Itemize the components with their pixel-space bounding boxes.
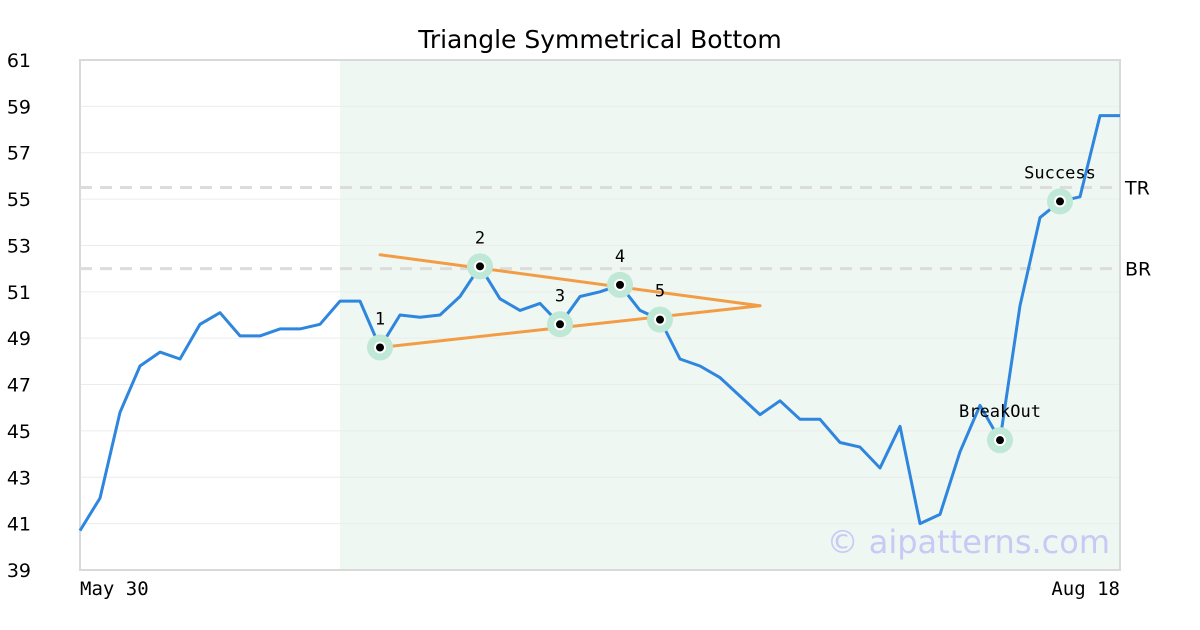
reference-line-label: TR xyxy=(1124,178,1150,200)
marker-dot xyxy=(1056,197,1064,206)
y-tick-label: 39 xyxy=(7,560,31,582)
trend-line xyxy=(378,253,762,308)
y-tick-label: 59 xyxy=(7,96,31,118)
reference-line-label: BR xyxy=(1125,259,1151,281)
annotation-label: 1 xyxy=(375,309,385,329)
series xyxy=(78,114,1120,532)
y-tick-label: 53 xyxy=(7,235,31,257)
marker-dot xyxy=(616,280,624,289)
pattern-region-band xyxy=(340,60,1120,570)
annotations: 1 2 3 4 5 BreakOut Success xyxy=(367,163,1096,454)
y-tick-label: 49 xyxy=(7,328,31,350)
y-axis: 39 41 43 45 47 49 51 53 55 57 59 61 xyxy=(7,50,31,582)
watermark: © aipatterns.com xyxy=(827,523,1110,561)
plot-frame xyxy=(79,59,1121,571)
y-tick-label: 51 xyxy=(7,282,31,304)
price-line xyxy=(78,114,1120,532)
y-tick-label: 47 xyxy=(7,375,31,397)
annotation-label: 5 xyxy=(655,282,665,302)
annotation-label: BreakOut xyxy=(959,402,1041,422)
annotation-label: Success xyxy=(1024,163,1096,183)
y-tick-label: 43 xyxy=(7,467,31,489)
annotation-label: 2 xyxy=(475,228,485,248)
marker-dot xyxy=(556,320,564,329)
marker-dot xyxy=(376,343,384,352)
y-tick-label: 57 xyxy=(7,143,31,165)
marker-dot xyxy=(656,315,664,324)
y-tick-label: 61 xyxy=(7,50,31,72)
marker-dot xyxy=(476,262,484,271)
y-tick-label: 45 xyxy=(7,421,31,443)
marker-dot xyxy=(996,436,1004,445)
y-tick-label: 41 xyxy=(7,514,31,536)
pattern-region xyxy=(340,60,1120,570)
x-axis: May 30 Aug 18 xyxy=(80,578,1120,600)
y-tick-label: 55 xyxy=(7,189,31,211)
annotation-label: 3 xyxy=(555,286,565,306)
reference-lines: TR BR xyxy=(80,178,1151,281)
x-tick-label: May 30 xyxy=(80,578,149,600)
x-tick-label: Aug 18 xyxy=(1051,578,1120,600)
chart-title: Triangle Symmetrical Bottom xyxy=(417,25,782,54)
annotation-label: 4 xyxy=(615,247,625,267)
